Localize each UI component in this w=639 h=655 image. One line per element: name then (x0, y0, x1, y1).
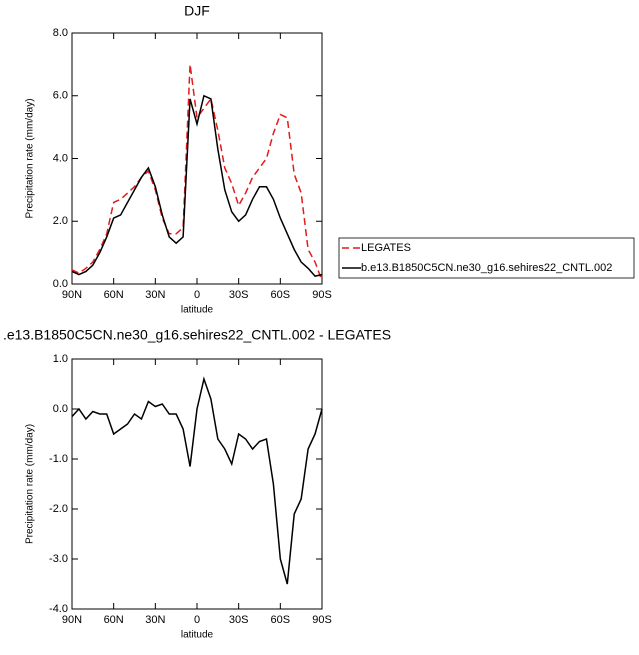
y-tick-label: 8.0 (53, 27, 68, 39)
y-tick-label: 1.0 (53, 353, 68, 365)
x-tick-label: 90S (312, 289, 332, 301)
legend-label: b.e13.B1850C5CN.ne30_g16.sehires22_CNTL.… (361, 262, 612, 274)
legend-label: LEGATES (361, 242, 411, 254)
y-tick-label: 6.0 (53, 90, 68, 102)
y-tick-label: 2.0 (53, 215, 68, 227)
y-tick-label: -4.0 (49, 603, 68, 615)
y-tick-label: 0.0 (53, 278, 68, 290)
x-tick-label: 90S (312, 614, 332, 626)
chart-title: DJF (184, 3, 210, 19)
x-axis-label: latitude (181, 630, 214, 641)
x-tick-label: 30N (145, 614, 165, 626)
x-tick-label: 60S (271, 289, 291, 301)
x-tick-label: 90N (62, 614, 82, 626)
x-tick-label: 90N (62, 289, 82, 301)
legend-box (338, 237, 635, 279)
y-axis-label: Precipitation rate (mm/day) (25, 98, 36, 218)
y-tick-label: -3.0 (49, 553, 68, 565)
data-line (71, 64, 323, 282)
y-tick-label: 4.0 (53, 152, 68, 164)
x-axis-label: latitude (181, 305, 214, 316)
y-tick-label: 0.0 (53, 403, 68, 415)
x-tick-label: 30N (145, 289, 165, 301)
x-tick-label: 60N (104, 614, 124, 626)
x-tick-label: 60N (104, 289, 124, 301)
y-tick-label: -2.0 (49, 503, 68, 515)
plot-frame (71, 32, 323, 285)
y-tick-label: -1.0 (49, 453, 68, 465)
x-tick-label: 30S (229, 289, 249, 301)
x-tick-label: 30S (229, 614, 249, 626)
y-axis-label: Precipitation rate (mm/day) (25, 424, 36, 544)
x-tick-label: 0 (194, 614, 200, 626)
x-tick-label: 60S (271, 614, 291, 626)
chart-title: .e13.B1850C5CN.ne30_g16.sehires22_CNTL.0… (3, 327, 391, 343)
data-line (71, 94, 323, 277)
x-tick-label: 0 (194, 289, 200, 301)
data-line (71, 376, 323, 585)
